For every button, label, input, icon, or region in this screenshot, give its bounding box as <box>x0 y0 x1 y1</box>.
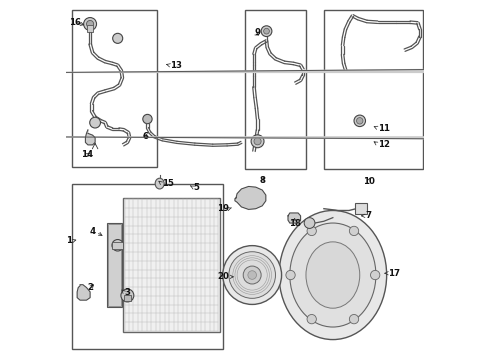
Text: 2: 2 <box>88 283 94 292</box>
Text: 20: 20 <box>217 272 229 281</box>
Text: 8: 8 <box>260 176 266 185</box>
Circle shape <box>370 270 380 280</box>
Text: 9: 9 <box>255 28 261 37</box>
Text: 11: 11 <box>378 123 390 132</box>
Ellipse shape <box>155 178 164 189</box>
Circle shape <box>349 226 359 235</box>
Circle shape <box>286 270 295 280</box>
Circle shape <box>349 315 359 324</box>
Text: 4: 4 <box>90 228 96 237</box>
Polygon shape <box>288 213 300 223</box>
Circle shape <box>354 115 366 127</box>
Text: 7: 7 <box>365 211 371 220</box>
Text: 18: 18 <box>289 219 301 228</box>
Circle shape <box>254 138 261 145</box>
Text: 13: 13 <box>170 61 182 70</box>
Polygon shape <box>235 186 266 210</box>
Bar <box>124 296 131 301</box>
Circle shape <box>143 114 152 124</box>
Text: 1: 1 <box>66 237 72 246</box>
Circle shape <box>112 239 123 251</box>
Circle shape <box>248 271 256 279</box>
Bar <box>123 198 220 332</box>
Circle shape <box>113 33 122 43</box>
Polygon shape <box>85 130 95 145</box>
Circle shape <box>243 266 261 284</box>
Text: 10: 10 <box>363 177 375 186</box>
Bar <box>245 10 306 169</box>
Bar <box>112 242 123 249</box>
Bar <box>355 203 367 214</box>
Ellipse shape <box>290 223 376 327</box>
Bar <box>72 184 223 348</box>
Text: 12: 12 <box>378 140 390 149</box>
Circle shape <box>251 135 264 148</box>
Polygon shape <box>77 285 90 300</box>
Text: 15: 15 <box>162 179 173 188</box>
Polygon shape <box>66 53 490 72</box>
Circle shape <box>87 21 94 28</box>
Text: 19: 19 <box>217 204 229 213</box>
Text: 14: 14 <box>81 150 93 159</box>
Text: 16: 16 <box>69 18 81 27</box>
Circle shape <box>304 218 315 228</box>
Ellipse shape <box>306 242 360 308</box>
Circle shape <box>264 28 270 34</box>
Circle shape <box>90 117 100 128</box>
Bar <box>87 25 93 32</box>
Bar <box>324 10 422 169</box>
Text: 17: 17 <box>389 269 400 278</box>
Circle shape <box>307 315 317 324</box>
Circle shape <box>229 252 275 298</box>
Text: 6: 6 <box>142 132 148 141</box>
Polygon shape <box>66 132 490 140</box>
Circle shape <box>121 289 134 302</box>
Bar <box>72 10 157 167</box>
Circle shape <box>223 246 282 305</box>
Bar <box>108 224 122 306</box>
Circle shape <box>357 118 363 124</box>
Circle shape <box>84 18 97 31</box>
Bar <box>107 223 122 307</box>
Circle shape <box>307 226 317 235</box>
Circle shape <box>261 26 272 37</box>
Text: 5: 5 <box>193 183 199 192</box>
Ellipse shape <box>279 211 387 339</box>
Text: 3: 3 <box>125 288 131 297</box>
